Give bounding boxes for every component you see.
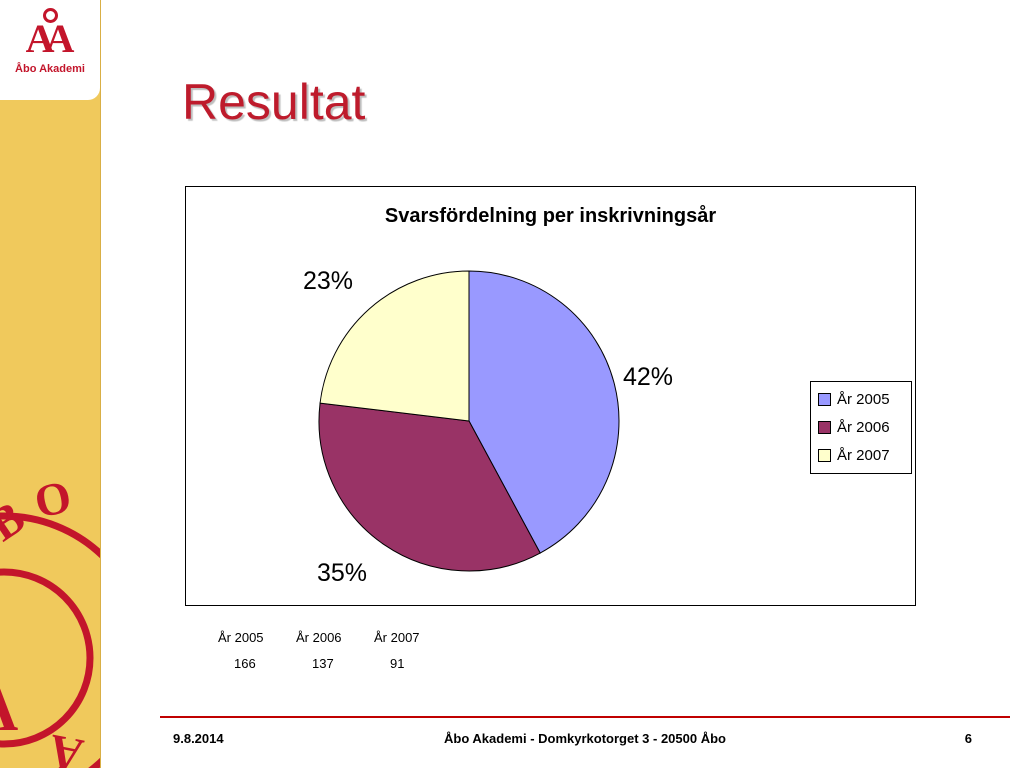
legend-label: År 2005 <box>837 391 890 408</box>
table-value: 137 <box>312 656 334 671</box>
chart-legend: År 2005 År 2006 År 2007 <box>810 381 912 474</box>
legend-marker <box>818 449 831 462</box>
table-header: År 2005 <box>218 630 264 645</box>
page-number: 6 <box>964 731 972 746</box>
legend-entry: År 2007 <box>818 447 904 464</box>
chart-frame: Svarsfördelning per inskrivningsår 42% 3… <box>185 186 916 606</box>
seal-decoration: BO AKADEMI Å A <box>0 468 100 768</box>
sidebar: BO AKADEMI Å A <box>0 0 101 768</box>
legend-marker <box>818 421 831 434</box>
logo-monogram: AA <box>25 16 75 61</box>
logo-caption: Åbo Akademi <box>15 63 85 75</box>
footer-date: 9.8.2014 <box>173 731 224 746</box>
logo-card: AA Åbo Akademi <box>0 0 100 100</box>
footer-divider <box>160 716 1010 718</box>
legend-marker <box>818 393 831 406</box>
pie-chart <box>318 270 620 572</box>
chart-title: Svarsfördelning per inskrivningsår <box>384 205 717 227</box>
table-header: År 2006 <box>296 630 342 645</box>
legend-entry: År 2006 <box>818 419 904 436</box>
data-table: År 2005 År 2006 År 2007 166 137 91 <box>218 630 452 671</box>
pie-percent-label-2005: 42% <box>623 363 674 391</box>
pie-slice-År 2005 <box>468 270 620 554</box>
legend-label: År 2007 <box>837 447 890 464</box>
footer-address: Åbo Akademi - Domkyrkotorget 3 - 20500 Å… <box>444 731 726 746</box>
seal-inner-letter: A <box>0 673 18 744</box>
logo-ring-icon <box>42 8 58 23</box>
legend-label: År 2006 <box>837 419 890 436</box>
legend-entry: År 2005 <box>818 391 904 408</box>
pie-percent-label-2006: 35% <box>317 559 368 587</box>
page-title: Resultat <box>182 74 366 130</box>
pie-slice-År 2007 <box>319 270 470 422</box>
table-value: 166 <box>234 656 256 671</box>
pie-percent-label-2007: 23% <box>303 267 354 295</box>
table-value: 91 <box>390 656 405 671</box>
table-header: År 2007 <box>374 630 420 645</box>
pie-slice-År 2006 <box>318 402 541 572</box>
abo-akademi-logo-icon: AA <box>26 8 75 59</box>
